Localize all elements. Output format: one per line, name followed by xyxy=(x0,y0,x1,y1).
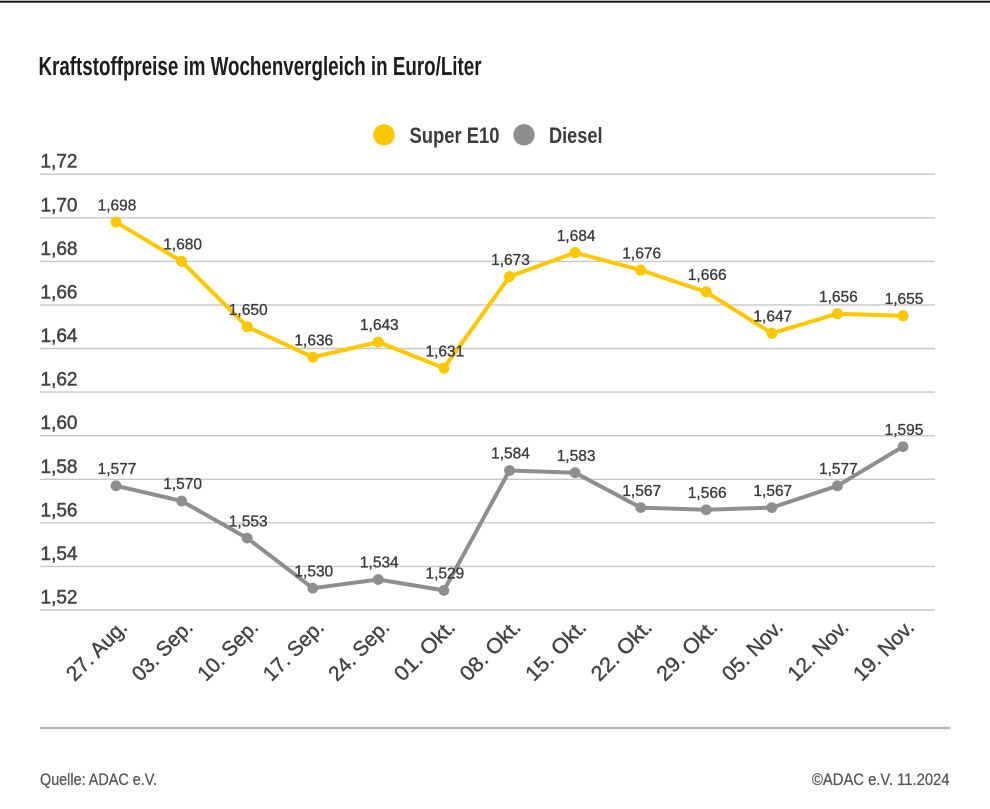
svg-text:1,566: 1,566 xyxy=(688,485,727,502)
svg-text:1,68: 1,68 xyxy=(41,239,78,260)
svg-text:1,567: 1,567 xyxy=(622,483,661,500)
svg-text:Diesel: Diesel xyxy=(549,123,603,148)
svg-text:1,698: 1,698 xyxy=(98,197,137,214)
svg-text:1,595: 1,595 xyxy=(885,422,924,439)
svg-text:08. Okt.: 08. Okt. xyxy=(456,616,526,686)
svg-text:1,656: 1,656 xyxy=(819,289,858,306)
svg-text:19. Nov.: 19. Nov. xyxy=(849,616,919,686)
svg-text:1,553: 1,553 xyxy=(229,513,268,530)
svg-text:1,666: 1,666 xyxy=(688,267,727,284)
svg-text:1,583: 1,583 xyxy=(557,448,596,465)
svg-text:1,60: 1,60 xyxy=(41,413,78,434)
svg-text:1,534: 1,534 xyxy=(360,555,399,572)
svg-text:Quelle: ADAC e.V.: Quelle: ADAC e.V. xyxy=(40,771,157,789)
svg-text:Kraftstoffpreise im Wochenverg: Kraftstoffpreise im Wochenvergleich in E… xyxy=(39,53,482,81)
svg-text:1,631: 1,631 xyxy=(426,343,465,360)
svg-text:1,570: 1,570 xyxy=(163,476,202,493)
svg-text:1,66: 1,66 xyxy=(41,282,78,303)
svg-text:1,636: 1,636 xyxy=(294,332,333,349)
svg-text:1,684: 1,684 xyxy=(557,228,596,245)
svg-text:24. Sep.: 24. Sep. xyxy=(324,616,394,686)
svg-text:1,647: 1,647 xyxy=(753,309,792,326)
svg-text:©ADAC e.V. 11.2024: ©ADAC e.V. 11.2024 xyxy=(812,771,950,789)
svg-text:1,64: 1,64 xyxy=(41,326,78,347)
svg-text:1,567: 1,567 xyxy=(753,483,792,500)
svg-text:1,52: 1,52 xyxy=(41,588,78,609)
svg-text:1,680: 1,680 xyxy=(163,237,202,254)
svg-text:05. Nov.: 05. Nov. xyxy=(718,616,788,686)
svg-text:1,54: 1,54 xyxy=(41,544,78,565)
svg-text:12. Nov.: 12. Nov. xyxy=(783,616,853,686)
svg-text:1,62: 1,62 xyxy=(41,370,78,391)
svg-text:1,676: 1,676 xyxy=(622,245,661,262)
svg-text:Super E10: Super E10 xyxy=(410,123,500,148)
svg-text:17. Sep.: 17. Sep. xyxy=(259,616,329,686)
svg-text:15. Okt.: 15. Okt. xyxy=(521,616,591,686)
svg-text:1,529: 1,529 xyxy=(426,566,465,583)
svg-text:1,72: 1,72 xyxy=(41,152,78,173)
svg-text:01. Okt.: 01. Okt. xyxy=(390,616,460,686)
svg-text:1,577: 1,577 xyxy=(819,461,858,478)
svg-text:22. Okt.: 22. Okt. xyxy=(587,616,657,686)
svg-text:10. Sep.: 10. Sep. xyxy=(193,616,263,686)
svg-text:1,530: 1,530 xyxy=(294,563,333,580)
svg-text:1,577: 1,577 xyxy=(98,461,137,478)
svg-text:27. Aug.: 27. Aug. xyxy=(62,616,132,686)
svg-text:29. Okt.: 29. Okt. xyxy=(652,616,722,686)
svg-text:1,643: 1,643 xyxy=(360,317,399,334)
svg-text:1,70: 1,70 xyxy=(41,195,78,216)
svg-text:1,56: 1,56 xyxy=(41,500,78,521)
svg-text:1,650: 1,650 xyxy=(229,302,268,319)
svg-text:03. Sep.: 03. Sep. xyxy=(128,616,198,686)
svg-text:1,673: 1,673 xyxy=(491,252,530,269)
svg-text:1,655: 1,655 xyxy=(885,291,924,308)
svg-text:1,58: 1,58 xyxy=(41,457,78,478)
svg-text:1,584: 1,584 xyxy=(491,446,530,463)
